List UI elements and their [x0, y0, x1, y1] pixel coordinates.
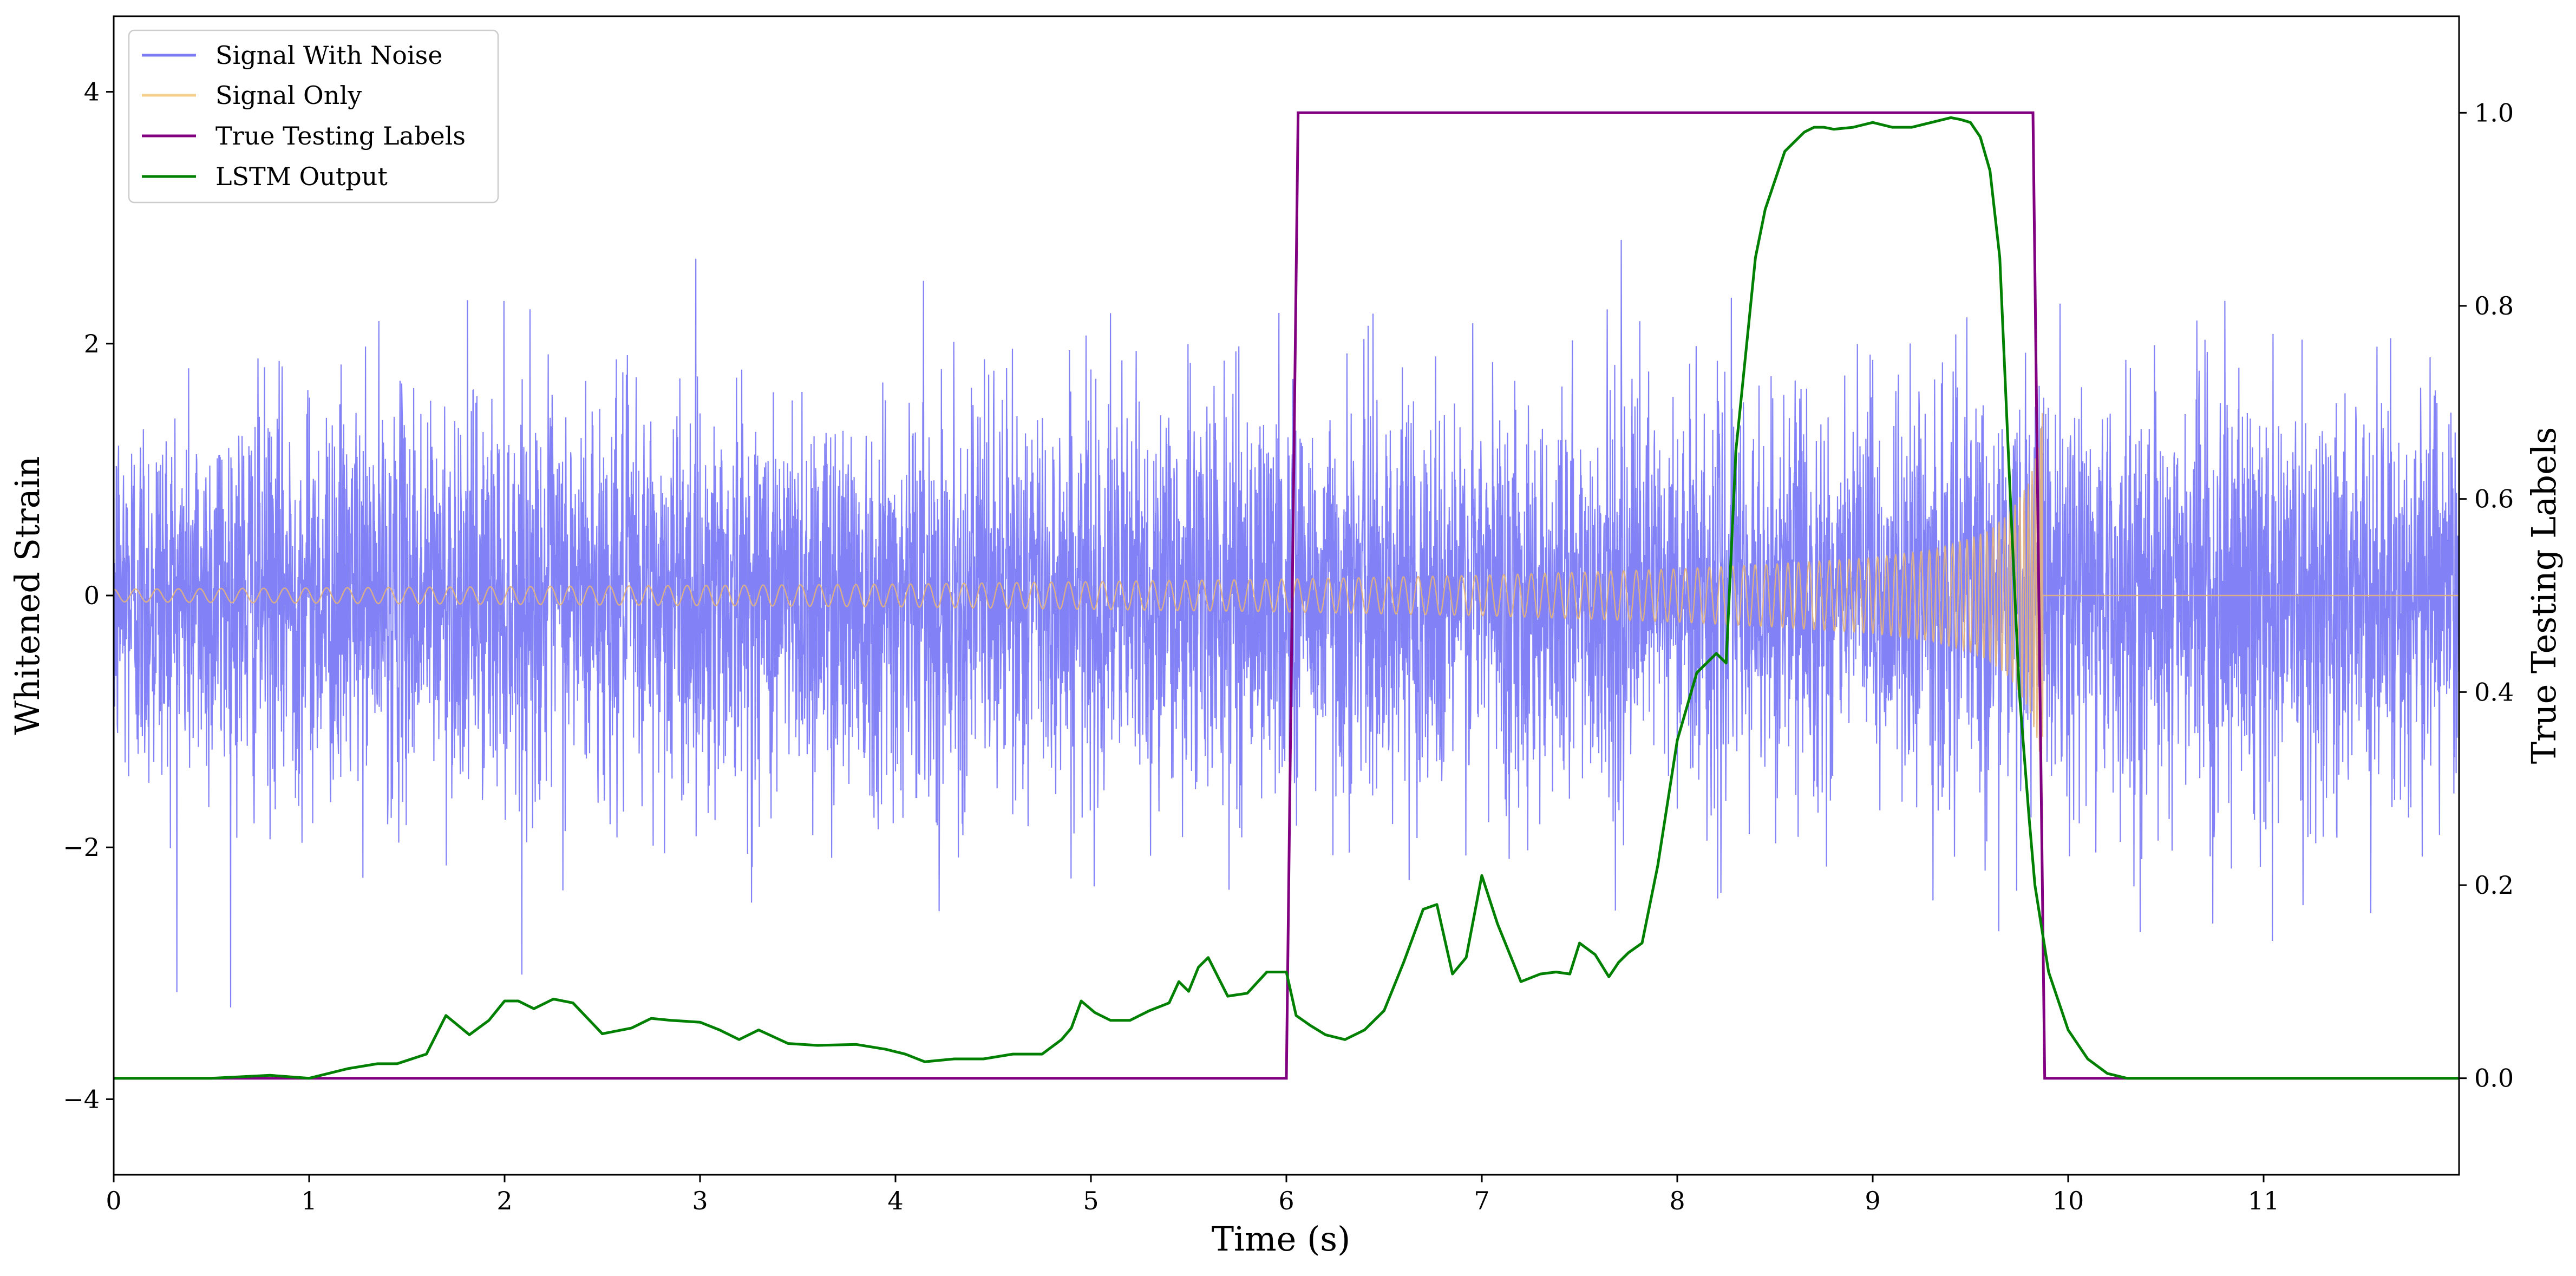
legend-label-lstm-output: LSTM Output — [215, 162, 388, 191]
legend-box — [128, 29, 499, 204]
series-signal-with-noise — [114, 239, 2459, 1007]
y-right-tick-label: 0.0 — [2474, 1064, 2514, 1093]
series-true-testing-labels — [114, 111, 2459, 1080]
signal-with-noise-layer — [114, 239, 2459, 1007]
series-signal-only — [114, 413, 2459, 773]
x-tick-label: 0 — [106, 1186, 121, 1215]
y-left-tick-label: 2 — [84, 329, 100, 358]
y-axis-left-title: Whitened Strain — [8, 456, 47, 735]
y-right-tick-label: 0.8 — [2474, 291, 2514, 320]
x-tick-label: 3 — [692, 1186, 708, 1215]
series-lstm-output — [114, 116, 2459, 1080]
x-tick-label: 1 — [301, 1186, 317, 1215]
x-tick-label: 9 — [1865, 1186, 1880, 1215]
legend-label-signal-with-noise: Signal With Noise — [215, 41, 442, 70]
x-axis-title: Time (s) — [1212, 1219, 1351, 1259]
lstm-output-layer — [114, 116, 2459, 1080]
x-tick-label: 5 — [1083, 1186, 1099, 1215]
y-left-tick-label: −4 — [63, 1084, 100, 1114]
axes: 0 1 2 3 4 5 6 7 8 9 10 11 −4 −2 0 2 4 0.0 0.2 0.4 0.6 0.8 1.0 — [63, 77, 2514, 1215]
y-right-tick-label: 0.6 — [2474, 485, 2514, 514]
y-left-tick-label: 4 — [84, 77, 100, 107]
x-tick-label: 10 — [2052, 1186, 2084, 1215]
y-left-tick-label: −2 — [63, 833, 100, 862]
y-right-tick-label: 0.2 — [2474, 871, 2514, 900]
signal-only-layer — [114, 413, 2459, 773]
true-testing-labels-layer — [114, 111, 2459, 1080]
y-right-tick-label: 0.4 — [2474, 677, 2514, 706]
y-axis-right-title: True Testing Labels — [2524, 427, 2564, 764]
legend: Signal With Noise Signal Only True Testi… — [128, 29, 499, 204]
legend-label-true-testing-labels: True Testing Labels — [215, 121, 466, 150]
y-left-tick-label: 0 — [84, 581, 100, 610]
legend-label-signal-only: Signal Only — [215, 81, 362, 110]
x-tick-label: 7 — [1474, 1186, 1489, 1215]
y-right-tick-label: 1.0 — [2474, 98, 2514, 127]
x-tick-label: 11 — [2248, 1186, 2280, 1215]
x-tick-label: 8 — [1669, 1186, 1685, 1215]
x-tick-label: 2 — [496, 1186, 512, 1215]
x-tick-label: 6 — [1278, 1186, 1294, 1215]
x-tick-label: 4 — [887, 1186, 903, 1215]
